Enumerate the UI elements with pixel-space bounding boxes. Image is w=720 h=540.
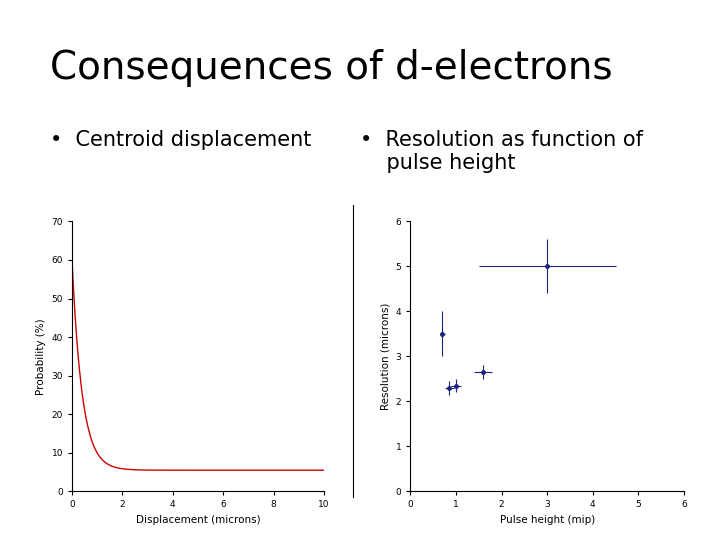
X-axis label: Pulse height (mip): Pulse height (mip) bbox=[500, 515, 595, 525]
Y-axis label: Probability (%): Probability (%) bbox=[36, 318, 46, 395]
Text: •  Centroid displacement: • Centroid displacement bbox=[50, 130, 312, 150]
Text: •  Resolution as function of
    pulse height: • Resolution as function of pulse height bbox=[360, 130, 643, 173]
Y-axis label: Resolution (microns): Resolution (microns) bbox=[380, 303, 390, 410]
X-axis label: Displacement (microns): Displacement (microns) bbox=[135, 515, 261, 525]
Text: Consequences of d-electrons: Consequences of d-electrons bbox=[50, 49, 613, 86]
